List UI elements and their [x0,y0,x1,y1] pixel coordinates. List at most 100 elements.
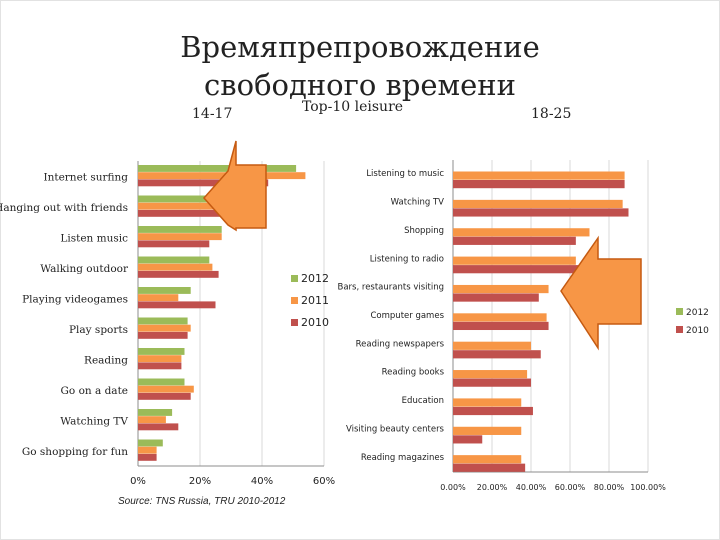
x-tick-label: 40% [251,476,273,487]
category-label-watching-tv: Watching TV [391,198,445,208]
bar-2010-computer-games [453,321,549,331]
bar-2011-reading-books [453,370,528,379]
category-label-watching-tv: Watching TV [60,415,128,427]
bar-2011-listening-to-radio [453,256,576,265]
bar-2011-watching-tv [453,199,623,209]
bar-2011-visiting-beauty-centers [453,426,522,435]
bar-2010-reading-magazines [453,463,526,472]
legend-swatch-2012 [291,275,298,282]
bar-2010-visiting-beauty-centers [453,435,483,444]
bar-2010-listening-to-radio [453,265,582,274]
legend-label-2010: 2010 [301,316,329,329]
category-label-internet-surfing: Internet surfing [43,171,128,183]
bar-2011-internet-surfing [138,172,306,180]
bar-2010-hanging-out-with-friends [138,209,256,217]
category-label-reading-magazines: Reading magazines [361,453,445,463]
bar-2012-go-on-a-date [138,378,185,386]
bar-2010-reading [138,362,182,370]
category-label-go-shopping-for-fun: Go shopping for fun [22,446,128,458]
bar-2012-internet-surfing [138,165,297,172]
x-tick-label: 60.00% [555,483,586,492]
category-label-reading: Reading [84,354,128,366]
legend-swatch-2012 [676,308,683,315]
bar-2010-watching-tv [453,208,629,217]
bar-2010-reading-books [453,378,531,387]
category-label-reading-books: Reading books [382,368,445,378]
bar-2011-hanging-out-with-friends [138,202,247,210]
bar-2011-play-sports [138,324,191,332]
category-label-education: Education [402,396,444,406]
category-label-shopping: Shopping [404,226,444,236]
category-label-go-on-a-date: Go on a date [61,385,128,397]
bar-2011-go-shopping-for-fun [138,446,157,454]
bar-2010-walking-outdoor [138,270,219,278]
legend-label-2012: 2012 [686,308,709,318]
bar-2012-go-shopping-for-fun [138,439,163,447]
bar-2010-go-on-a-date [138,392,191,400]
x-tick-label: 40.00% [516,483,547,492]
bar-2012-reading [138,348,185,355]
left-arrow-icon [202,140,267,232]
bar-2012-listen-music [138,226,222,233]
bar-2011-go-on-a-date [138,385,194,393]
bar-2011-reading [138,355,182,363]
bar-2012-hanging-out-with-friends [138,195,244,203]
category-label-visiting-beauty-centers: Visiting beauty centers [346,424,445,434]
bar-2010-internet-surfing [138,179,269,187]
bar-2012-play-sports [138,317,188,325]
category-label-play-sports: Play sports [69,324,128,336]
bar-2010-shopping [453,236,576,245]
legend-label-2010: 2010 [686,326,709,336]
bar-2010-listening-to-music [453,180,625,189]
category-label-hanging-out-with-friends: Hanging out with friends [0,202,128,214]
right-arrow-icon [560,235,642,351]
left-panel-label: 14-17 [192,106,233,122]
legend-swatch-2010 [291,319,298,326]
bar-2010-playing-videogames [138,301,216,309]
right-panel-label: 18-25 [531,106,572,122]
bar-2011-reading-newspapers [453,341,531,350]
bar-2011-listening-to-music [453,171,625,180]
bar-2011-listen-music [138,233,222,241]
bar-2010-reading-newspapers [453,350,541,359]
x-tick-label: 60% [313,476,335,487]
x-tick-label: 100.00% [630,483,666,492]
category-label-listening-to-music: Listening to music [366,169,444,179]
category-label-reading-newspapers: Reading newspapers [356,339,445,349]
bar-2012-watching-tv [138,409,173,416]
bar-2011-education [453,398,522,407]
category-label-playing-videogames: Playing videogames [22,293,128,305]
bar-2011-watching-tv [138,416,166,424]
x-tick-label: 20% [189,476,211,487]
bar-2010-listen-music [138,240,210,248]
source-note: Source: TNS Russia, TRU 2010-2012 [118,496,286,507]
slide-title: Времяпрепровождение свободного времени [180,30,540,102]
bar-2010-education [453,406,533,416]
bar-2012-playing-videogames [138,287,191,294]
x-tick-label: 0% [130,476,146,487]
bar-2010-bars-restaurants-visiting [453,293,539,302]
bar-2011-computer-games [453,313,547,322]
x-tick-label: 80.00% [594,483,625,492]
bar-2011-reading-magazines [453,455,522,464]
category-label-listen-music: Listen music [60,232,128,244]
legend-swatch-2011 [291,297,298,304]
category-label-bars-restaurants-visiting: Bars, restaurants visiting [338,283,444,293]
category-label-listening-to-radio: Listening to radio [370,254,444,264]
bar-2010-watching-tv [138,423,179,431]
bar-2011-walking-outdoor [138,263,213,271]
chart-subtitle: Top-10 leisure [302,99,404,115]
bar-2012-walking-outdoor [138,256,210,264]
legend-label-2012: 2012 [301,272,329,285]
legend-swatch-2010 [676,326,683,333]
bar-2010-play-sports [138,331,188,339]
bar-2011-shopping [453,228,590,237]
bar-2011-bars-restaurants-visiting [453,284,549,294]
bar-2011-playing-videogames [138,294,179,302]
category-label-computer-games: Computer games [371,311,445,321]
x-tick-label: 20.00% [477,483,508,492]
bar-2010-go-shopping-for-fun [138,453,157,461]
x-tick-label: 0.00% [440,483,466,492]
